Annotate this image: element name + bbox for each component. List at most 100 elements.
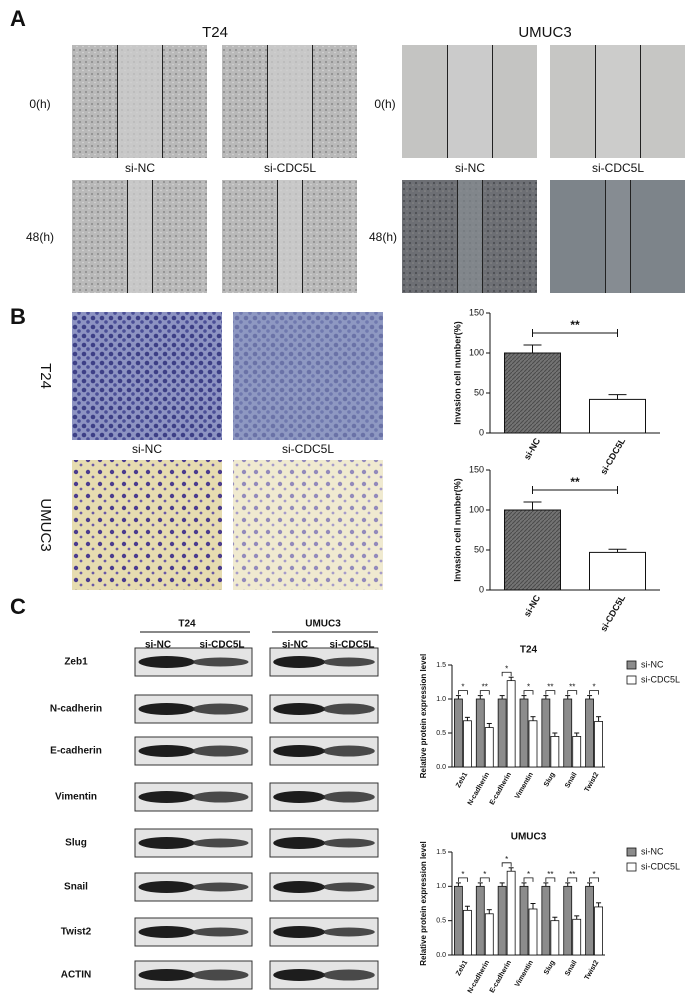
significance-bracket xyxy=(545,877,556,882)
significance-bracket xyxy=(458,877,468,882)
legend-swatch xyxy=(626,847,637,857)
y-tick-label: 100 xyxy=(469,504,484,514)
significance-bracket xyxy=(523,690,534,695)
significance: * xyxy=(593,870,596,879)
legend-swatch xyxy=(626,660,637,670)
bar xyxy=(528,720,538,768)
wound-gap xyxy=(605,180,631,293)
wound-gap xyxy=(457,180,483,293)
bar-hatch xyxy=(504,509,561,591)
x-tick-label: Vimentin xyxy=(514,771,535,800)
invasion-image xyxy=(233,312,383,440)
bar xyxy=(594,721,603,768)
blot-band xyxy=(322,882,375,892)
y-tick-label: 150 xyxy=(469,307,484,317)
chart-title: T24 xyxy=(520,645,538,656)
cell-line: T24 xyxy=(202,24,228,41)
blot-band xyxy=(192,657,249,667)
cell-line: T24 xyxy=(178,619,196,630)
x-tick-label: si-NC xyxy=(522,436,543,462)
wound-gap xyxy=(267,45,313,158)
bar xyxy=(563,885,573,956)
significance: * xyxy=(593,683,596,692)
invasion-image xyxy=(233,460,383,590)
x-tick-label: Zeb1 xyxy=(455,959,469,977)
blot-band xyxy=(192,927,249,937)
protein-label: Twist2 xyxy=(61,927,92,938)
condition: si-NC xyxy=(125,161,155,175)
significance: ** xyxy=(569,683,575,692)
bar xyxy=(484,913,494,956)
bar xyxy=(497,885,507,956)
bar xyxy=(541,885,551,956)
blot-band xyxy=(273,745,326,757)
cell-line: UMUC3 xyxy=(305,619,341,630)
invasion-image xyxy=(72,312,222,440)
x-tick-label: Slug xyxy=(543,771,557,788)
cell-line: UMUC3 xyxy=(37,498,54,551)
wound-images xyxy=(72,45,685,293)
bar xyxy=(550,920,560,956)
x-tick-label: si-NC xyxy=(522,593,543,619)
invasion-image xyxy=(72,460,222,590)
condition: si-CDC5L xyxy=(199,640,244,651)
bar xyxy=(563,698,573,768)
y-tick-label: 100 xyxy=(469,347,484,357)
significance-bracket xyxy=(501,671,512,677)
protein-label: Snail xyxy=(64,882,88,893)
blot-band xyxy=(138,745,195,757)
blot-band xyxy=(273,703,326,715)
significance-bracket xyxy=(479,877,490,882)
significance: * xyxy=(527,870,530,879)
significance: * xyxy=(461,870,464,879)
x-tick-label: si-CDC5L xyxy=(598,593,627,634)
blot-band xyxy=(273,926,326,938)
significance-bracket xyxy=(589,690,599,695)
y-tick-label: 1.0 xyxy=(436,883,446,890)
bar xyxy=(589,551,646,591)
significance-bracket xyxy=(501,862,512,867)
bar-hatch xyxy=(504,352,561,434)
wound-gap xyxy=(277,180,303,293)
blot-band xyxy=(192,838,249,848)
blot-band xyxy=(192,882,249,892)
x-tick-label: E-cadherin xyxy=(489,959,513,994)
blot-band xyxy=(138,926,195,938)
blot-band xyxy=(322,657,375,667)
bar xyxy=(589,398,646,434)
significance-bracket xyxy=(567,690,578,695)
condition: si-CDC5L xyxy=(282,442,334,456)
significance: * xyxy=(505,664,508,673)
panel-label: A xyxy=(10,6,26,31)
condition: si-CDC5L xyxy=(329,640,374,651)
y-tick-label: 0.5 xyxy=(436,730,446,737)
legend-label: si-NC xyxy=(641,659,664,669)
y-tick-label: 1.5 xyxy=(436,849,446,856)
panel-label: B xyxy=(10,304,26,329)
x-tick-label: E-cadherin xyxy=(489,771,513,806)
protein-label: ACTIN xyxy=(61,970,92,981)
x-tick-label: Snail xyxy=(564,771,578,789)
blot-band xyxy=(138,656,195,668)
y-axis-label: Invasion cell number(%) xyxy=(452,478,462,582)
legend-label: si-CDC5L xyxy=(641,861,680,871)
significance-bracket xyxy=(532,329,618,337)
bar xyxy=(454,698,463,768)
blot-band xyxy=(192,703,249,715)
y-tick-label: 0.5 xyxy=(436,918,446,925)
condition: si-NC xyxy=(455,161,485,175)
bar xyxy=(594,906,603,956)
x-tick-label: Vimentin xyxy=(514,959,535,988)
legend-swatch xyxy=(626,862,637,872)
bar xyxy=(572,918,582,956)
condition: si-NC xyxy=(132,442,162,456)
bar xyxy=(475,698,485,768)
y-tick-label: 50 xyxy=(474,387,484,397)
blot-band xyxy=(322,969,375,981)
significance-bracket xyxy=(532,486,618,494)
significance-bracket xyxy=(458,690,468,695)
bar xyxy=(475,885,485,956)
significance: ** xyxy=(482,683,488,692)
significance-bracket xyxy=(589,877,599,882)
